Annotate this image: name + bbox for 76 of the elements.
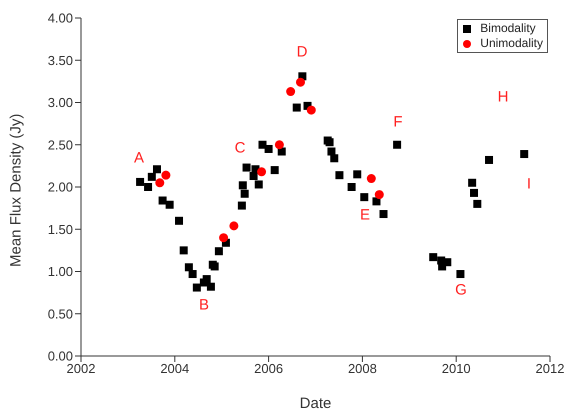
point bbox=[485, 156, 494, 164]
point bbox=[206, 282, 215, 291]
point bbox=[360, 193, 368, 202]
point bbox=[468, 178, 476, 187]
annotation: F bbox=[393, 114, 403, 130]
point bbox=[264, 144, 273, 153]
y-tick-label: 3.50 bbox=[48, 52, 73, 68]
point bbox=[180, 246, 188, 254]
point bbox=[161, 170, 170, 180]
point bbox=[470, 188, 478, 197]
x-tick-label: 2002 bbox=[66, 361, 96, 376]
point bbox=[393, 140, 402, 149]
point bbox=[214, 247, 223, 256]
point bbox=[242, 164, 251, 172]
point bbox=[254, 180, 263, 188]
point bbox=[270, 166, 279, 174]
point bbox=[380, 210, 388, 218]
y-tick-label: 4.00 bbox=[48, 10, 73, 26]
annotation: B bbox=[198, 296, 210, 314]
annotation: G bbox=[455, 282, 467, 298]
point bbox=[158, 196, 167, 205]
x-axis-title: Date bbox=[300, 395, 332, 412]
point bbox=[238, 202, 246, 210]
y-tick-label: 3.00 bbox=[48, 95, 73, 110]
point bbox=[456, 270, 464, 278]
point bbox=[257, 167, 266, 176]
point bbox=[240, 190, 249, 198]
point bbox=[144, 183, 152, 191]
point bbox=[155, 178, 164, 188]
y-tick-label: 0.00 bbox=[48, 348, 73, 364]
point bbox=[148, 172, 156, 181]
point bbox=[229, 221, 238, 230]
point bbox=[520, 150, 528, 158]
point bbox=[327, 148, 336, 156]
point bbox=[286, 87, 296, 96]
x-tick-label: 2010 bbox=[442, 361, 471, 376]
y-tick-label: 2.50 bbox=[48, 137, 73, 152]
y-tick-label: 2.00 bbox=[48, 180, 73, 195]
point bbox=[374, 190, 384, 200]
legend-label: Unimodality bbox=[480, 36, 543, 51]
point bbox=[152, 165, 161, 174]
point bbox=[292, 104, 301, 112]
point bbox=[335, 171, 344, 180]
point bbox=[330, 154, 338, 162]
point bbox=[274, 140, 284, 150]
annotation: D bbox=[296, 44, 308, 60]
point bbox=[202, 275, 211, 284]
point bbox=[353, 170, 362, 178]
point bbox=[372, 197, 380, 206]
x-tick-label: 2006 bbox=[254, 361, 284, 376]
annotation: C bbox=[234, 140, 246, 156]
point bbox=[473, 200, 482, 208]
point bbox=[306, 106, 316, 115]
point bbox=[188, 270, 197, 278]
point bbox=[136, 178, 144, 186]
point bbox=[296, 78, 305, 87]
legend-label: Bimodality bbox=[480, 21, 536, 36]
point bbox=[175, 216, 184, 225]
y-axis-title: Mean Flux Density (Jy) bbox=[7, 114, 24, 267]
point bbox=[166, 200, 174, 209]
point bbox=[219, 233, 228, 242]
point bbox=[429, 253, 438, 262]
annotation: E bbox=[360, 206, 370, 224]
y-tick-label: 1.50 bbox=[48, 222, 73, 237]
x-tick-label: 2012 bbox=[536, 361, 564, 376]
point bbox=[366, 174, 376, 184]
annotation: H bbox=[498, 88, 508, 106]
x-tick-label: 2004 bbox=[160, 361, 190, 376]
point bbox=[238, 181, 247, 190]
annotation: I bbox=[526, 176, 532, 192]
y-tick-label: 1.00 bbox=[48, 264, 73, 280]
point bbox=[192, 284, 201, 292]
x-tick-label: 2008 bbox=[348, 361, 377, 376]
annotation: A bbox=[134, 150, 144, 166]
point bbox=[348, 183, 356, 191]
y-tick-label: 0.50 bbox=[48, 306, 73, 322]
